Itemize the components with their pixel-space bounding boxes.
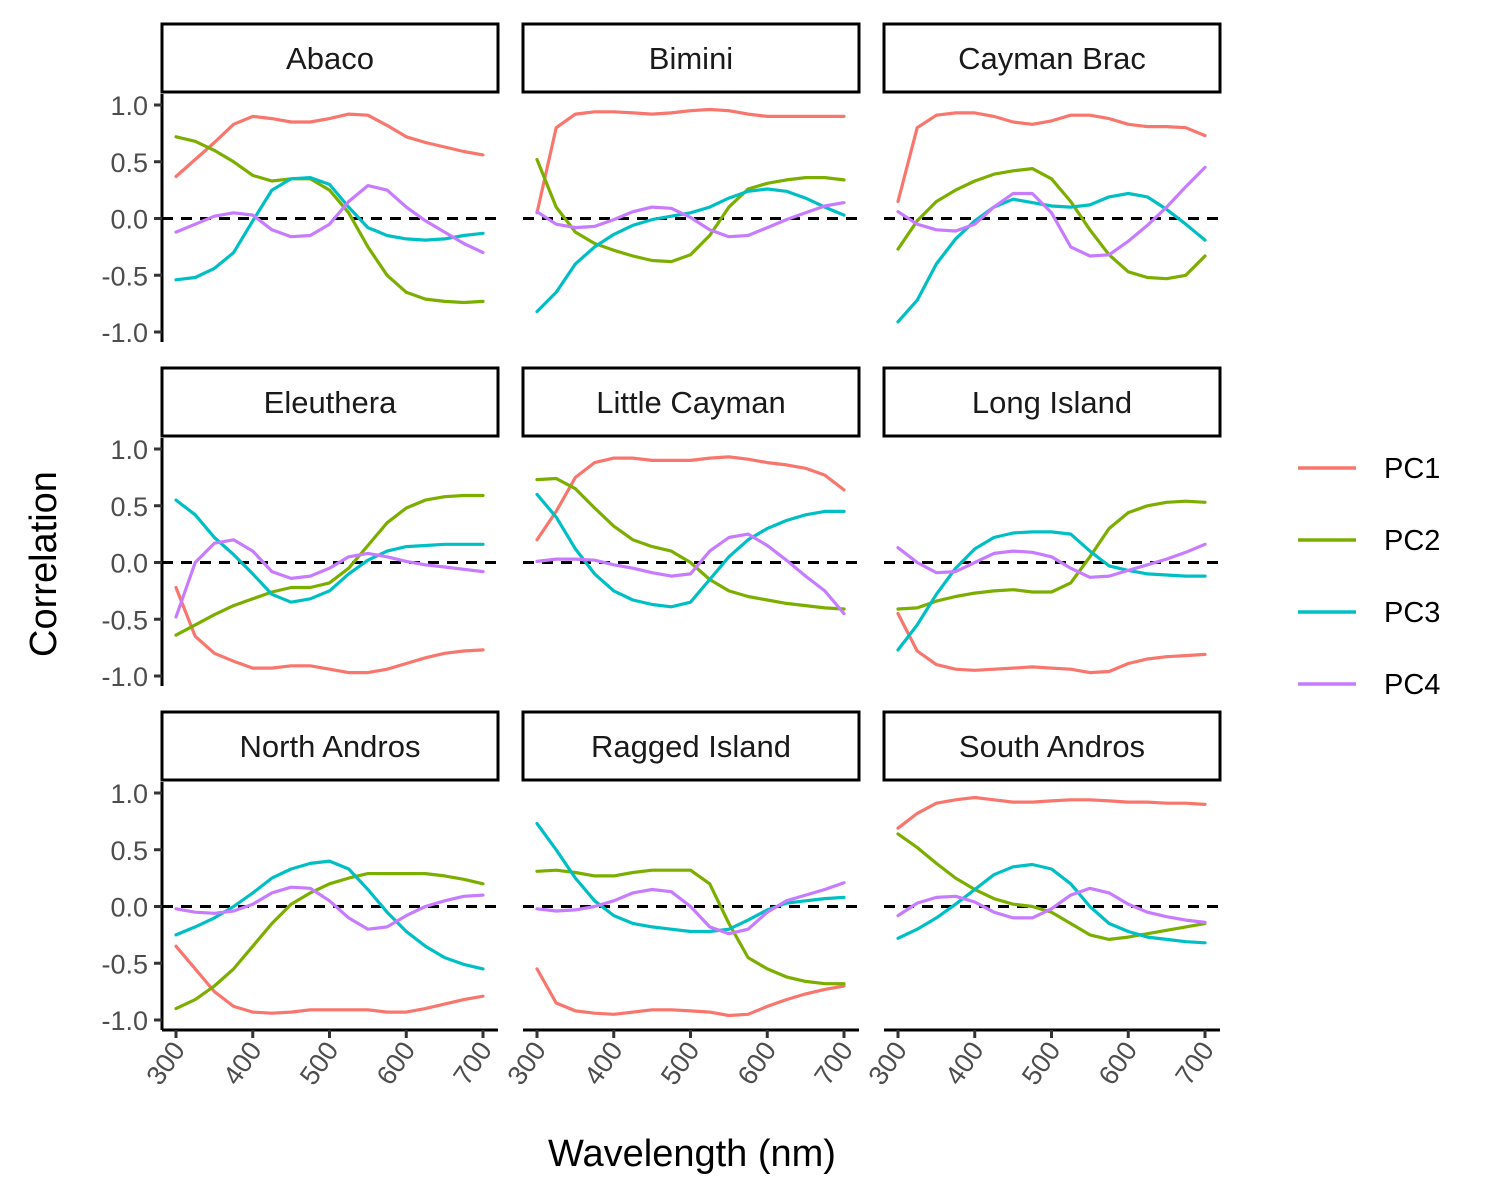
series-line-pc2 [896,832,1207,941]
series-line-pc2 [535,868,846,986]
series-line-pc3 [535,492,846,609]
series-line-pc4 [535,881,846,936]
series-line-pc1 [535,455,846,542]
y-tick-label: -1.0 [101,1006,148,1036]
series-line-pc1 [174,585,485,675]
series-line-pc1 [174,112,485,179]
panel-long-island: Long Island [882,366,1222,675]
y-tick-label: 1.0 [110,435,148,465]
series-line-pc4 [896,886,1207,924]
series-line-pc3 [535,187,846,314]
legend-label: PC2 [1384,525,1440,557]
facet-strip [160,710,500,782]
legend-item-pc2: PC2 [1298,525,1440,557]
facet-strip [521,366,861,438]
facet-title: North Andros [240,729,421,764]
legend: PC1 PC2 PC3 PC4 [1298,453,1440,701]
y-tick-label: 1.0 [110,779,148,809]
y-tick-label: 0.5 [110,148,148,178]
x-axis-title: Wavelength (nm) [548,1133,836,1175]
panel-little-cayman: Little Cayman [521,366,861,616]
series-line-pc1 [896,795,1207,830]
series-line-pc4 [896,542,1207,579]
series-line-pc2 [535,476,846,611]
y-tick-label: 1.0 [110,91,148,121]
series-line-pc2 [174,135,485,305]
legend-item-pc4: PC4 [1298,669,1440,701]
facet-title: Long Island [972,385,1132,420]
series-line-pc4 [174,184,485,255]
facet-strip [521,710,861,782]
series-line-pc3 [896,191,1207,324]
series-line-pc1 [896,111,1207,204]
legend-label: PC4 [1384,669,1440,701]
facet-title: Eleuthera [264,385,397,420]
y-tick-label: -0.5 [101,949,148,979]
series-line-pc4 [535,532,846,616]
y-tick-label: -0.5 [101,605,148,635]
legend-label: PC1 [1384,453,1440,485]
panel-abaco: Abaco 1.0 0.5 0.0 -0.5 -1.0 [101,22,500,348]
facet-title: Abaco [286,41,374,76]
series-line-pc3 [896,862,1207,945]
series-line-pc2 [174,872,485,1011]
series-line-pc1 [535,107,846,215]
series-line-pc3 [174,176,485,282]
series-line-pc1 [896,612,1207,675]
facet-strip [160,366,500,438]
facet-strip [882,710,1222,782]
y-tick-label: 0.0 [110,893,148,923]
y-tick-label: -1.0 [101,662,148,692]
series-line-pc2 [896,167,1207,281]
series-line-pc3 [535,822,846,934]
series-line-pc3 [896,530,1207,652]
series-line-pc4 [535,201,846,239]
legend-label: PC3 [1384,597,1440,629]
series-line-pc1 [174,944,485,1015]
series-line-pc4 [174,885,485,931]
facet-strip [160,22,500,94]
series-line-pc1 [535,967,846,1018]
panel-eleuthera: Eleuthera 1.0 0.5 0.0 -0.5 -1.0 [101,366,500,692]
y-tick-label: 0.0 [110,205,148,235]
series-line-pc2 [535,157,846,264]
facet-title: South Andros [959,729,1145,764]
y-tick-label: -0.5 [101,261,148,291]
series-line-pc4 [174,538,485,619]
panel-cayman-brac: Cayman Brac [882,22,1222,324]
series-line-pc4 [896,165,1207,258]
facet-title: Bimini [649,41,733,76]
facet-strip [521,22,861,94]
series-line-pc2 [896,499,1207,611]
facet-strip [882,22,1222,94]
facet-title: Little Cayman [596,385,786,420]
panel-bimini: Bimini [521,22,861,314]
y-tick-label: 0.5 [110,492,148,522]
legend-item-pc1: PC1 [1298,453,1440,485]
legend-item-pc3: PC3 [1298,597,1440,629]
series-line-pc3 [174,498,485,604]
series-line-pc2 [174,493,485,637]
facet-strip [882,366,1222,438]
facet-title: Cayman Brac [958,41,1146,76]
y-axis-title: Correlation [23,471,65,657]
y-tick-label: -1.0 [101,318,148,348]
facet-title: Ragged Island [591,729,791,764]
y-tick-label: 0.0 [110,549,148,579]
y-tick-label: 0.5 [110,836,148,866]
